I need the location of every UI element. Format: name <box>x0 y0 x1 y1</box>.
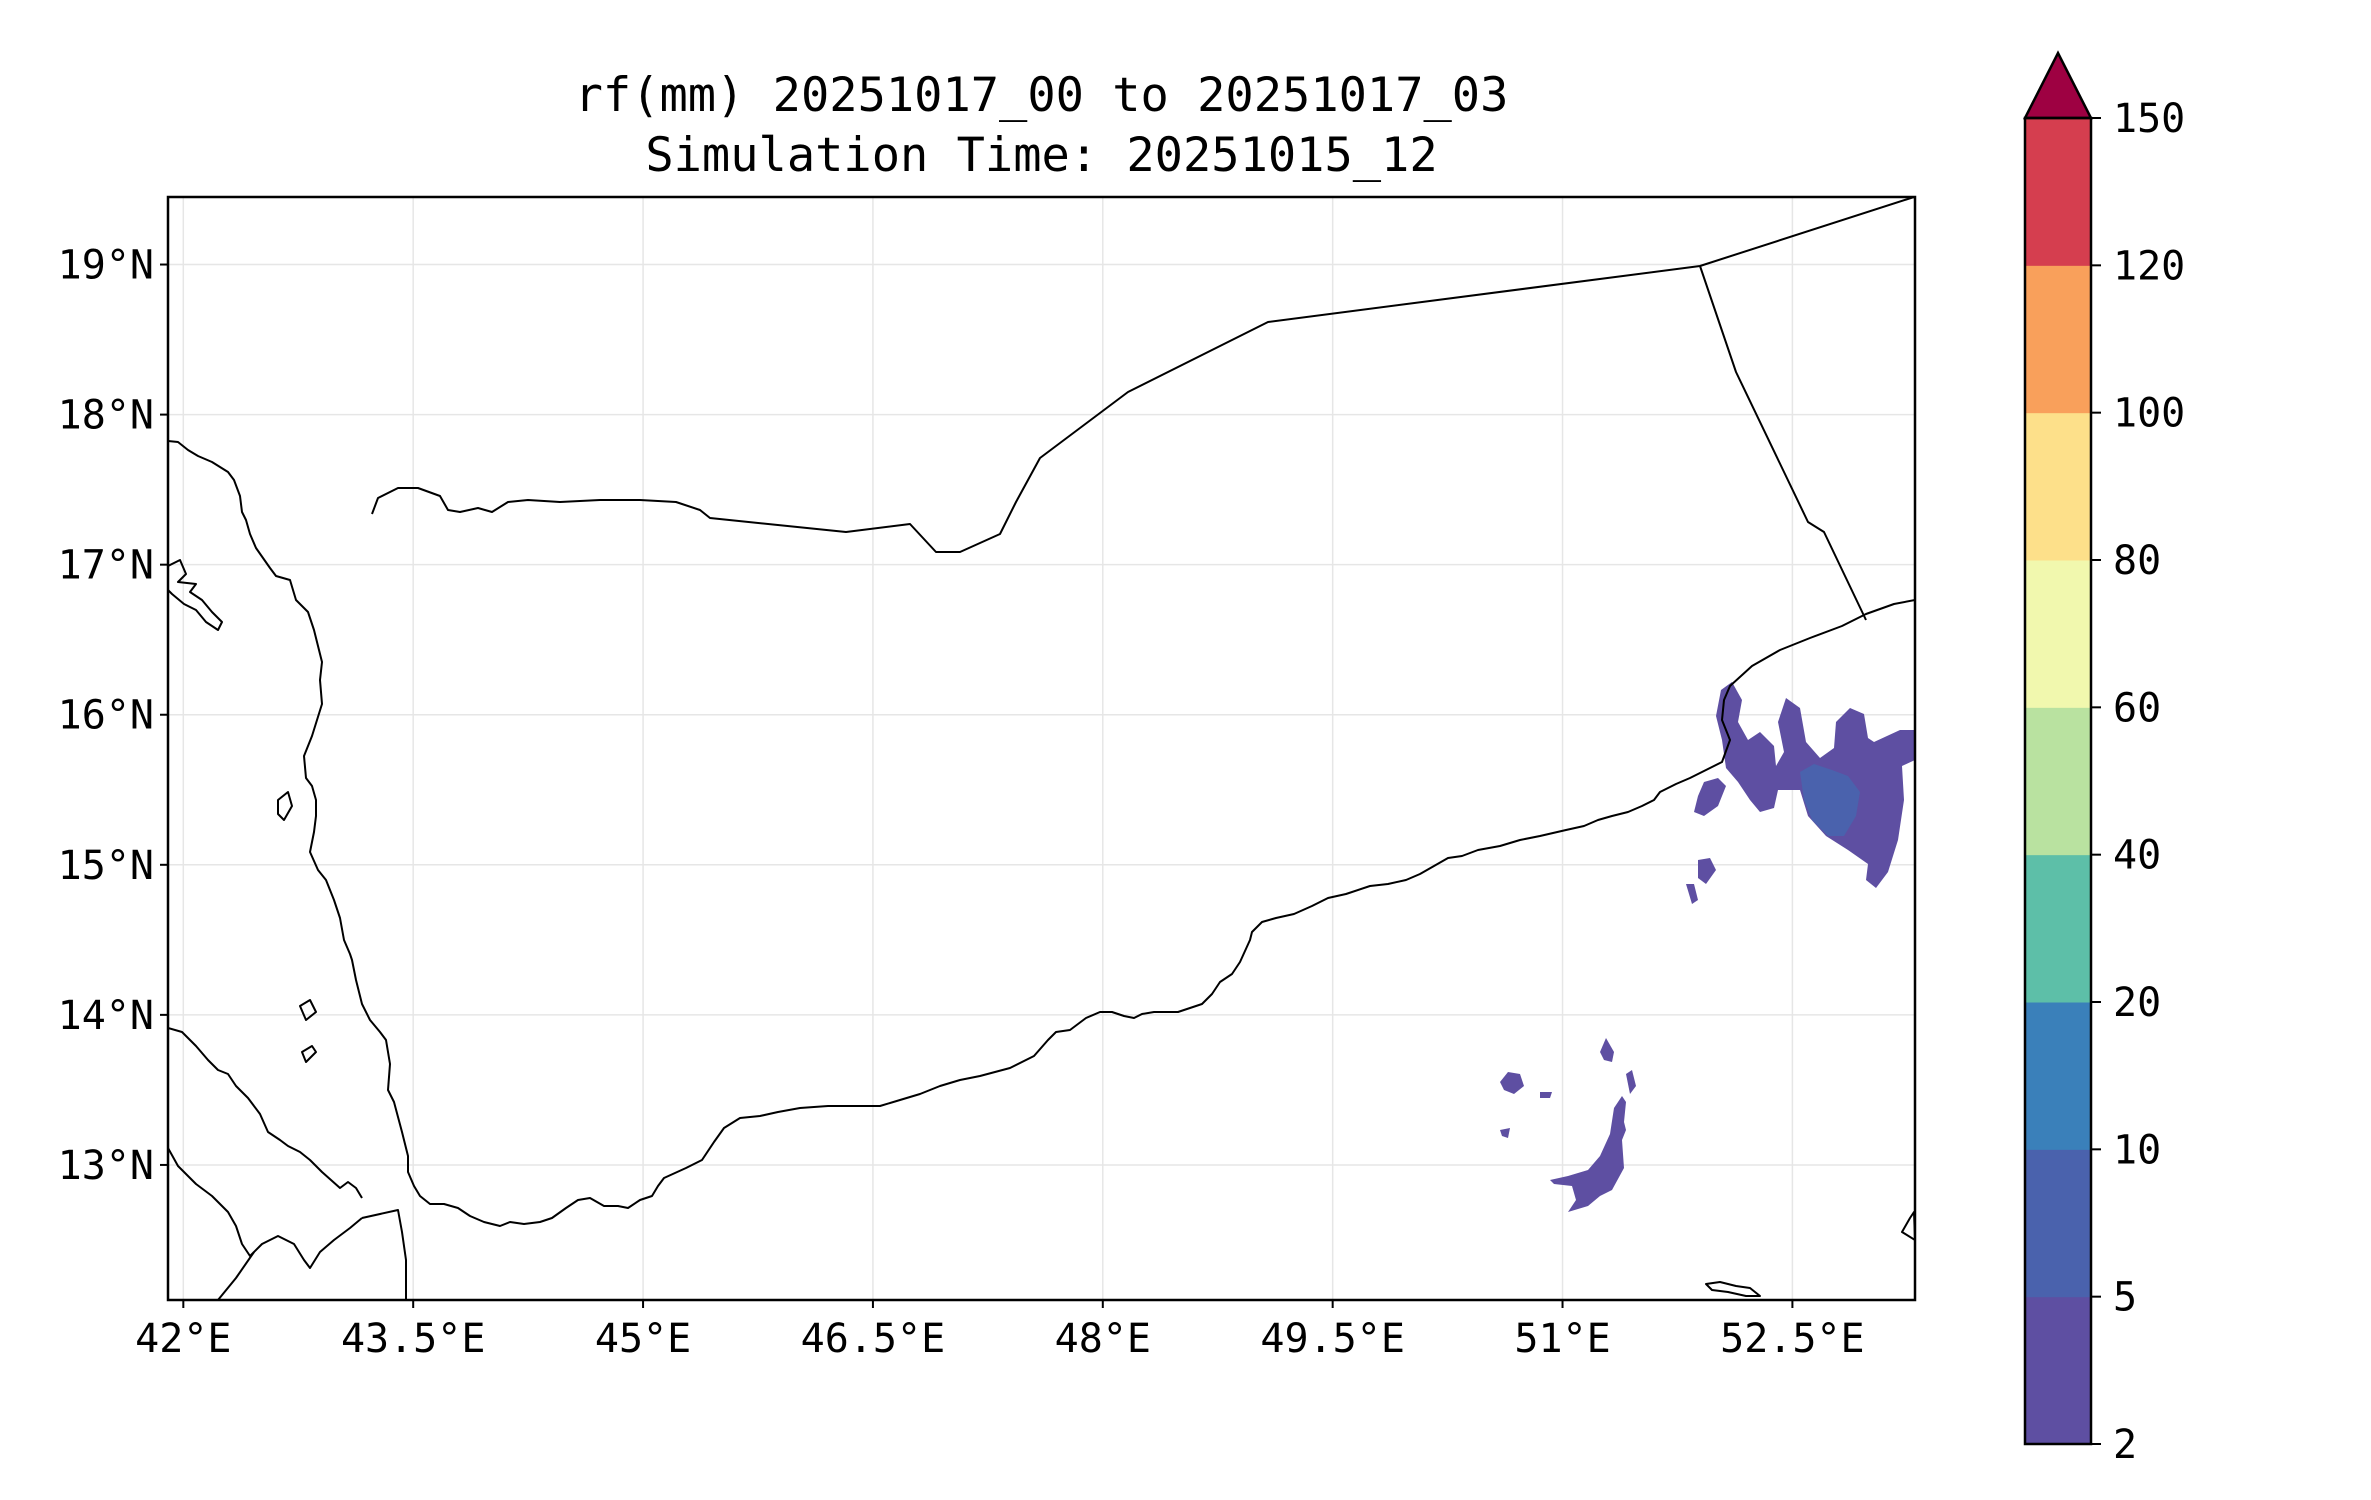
colorbar-segment <box>2025 412 2091 561</box>
rain-area-sea-north <box>1600 1038 1614 1062</box>
x-tick-label: 48°E <box>1055 1316 1151 1362</box>
red-sea-island <box>168 559 223 631</box>
red-sea-island <box>299 999 317 1021</box>
rain-area-sea-west <box>1500 1072 1524 1094</box>
y-tick-label: 18°N <box>58 393 154 439</box>
colorbar: 2 5 10 20 40 60 80 100 120 150 <box>2022 50 2185 1468</box>
yemen-coast <box>168 440 1915 1227</box>
colorbar-frame <box>2023 116 2093 1446</box>
colorbar-label: 120 <box>2113 243 2185 289</box>
map-frame <box>166 195 1917 1302</box>
djibouti-coast <box>168 1147 363 1269</box>
map-title: rf(mm) 20251017_00 to 20251017_03 <box>574 68 1509 123</box>
x-tick-label: 42°E <box>135 1316 231 1362</box>
colorbar-label: 40 <box>2113 833 2161 879</box>
y-tick-label: 13°N <box>58 1143 154 1189</box>
colorbar-segment <box>2025 1296 2091 1445</box>
x-tick-label: 49.5°E <box>1260 1316 1405 1362</box>
colorbar-extend-arrow <box>2022 50 2094 120</box>
colorbar-label: 2 <box>2113 1422 2137 1468</box>
yemen-oman-border <box>1699 265 1867 621</box>
rain-area-sea-south <box>1550 1096 1626 1212</box>
colorbar-label: 60 <box>2113 685 2161 731</box>
eritrea-ethiopia-border <box>217 1251 255 1300</box>
x-tick-label: 43.5°E <box>341 1316 486 1362</box>
colorbar-segment <box>2025 1149 2091 1298</box>
rain-area-small-patch <box>1686 884 1698 904</box>
x-axis-ticks: 42°E 43.5°E 45°E 46.5°E 48°E 49.5°E 51°E 52.5°E <box>135 1300 1865 1362</box>
rain-area-coastal-patch <box>1694 778 1726 816</box>
colorbar-label: 10 <box>2113 1127 2161 1173</box>
colorbar-label: 100 <box>2113 391 2185 437</box>
y-tick-label: 19°N <box>58 243 154 289</box>
colorbar-segment <box>2025 560 2091 708</box>
colorbar-label: 20 <box>2113 980 2161 1026</box>
saudi-yemen-border <box>371 197 1915 553</box>
y-tick-label: 15°N <box>58 843 154 889</box>
socotra-coast <box>1901 1211 1915 1241</box>
rainfall-5-10mm <box>1800 764 1860 836</box>
colorbar-label: 150 <box>2113 96 2185 142</box>
x-tick-label: 52.5°E <box>1720 1316 1865 1362</box>
colorbar-segment <box>2025 118 2091 266</box>
colorbar-segment <box>2025 854 2091 1003</box>
rain-area-sea-patch <box>1626 1070 1636 1094</box>
colorbar-label: 5 <box>2113 1275 2137 1321</box>
coastlines-and-borders <box>168 197 1915 1300</box>
x-tick-label: 45°E <box>595 1316 691 1362</box>
red-sea-island <box>301 1045 317 1063</box>
y-tick-label: 14°N <box>58 993 154 1039</box>
x-tick-label: 51°E <box>1514 1316 1610 1362</box>
colorbar-segment <box>2025 707 2091 856</box>
colorbar-segment <box>2025 265 2091 414</box>
rainfall-layer <box>1500 682 1915 1212</box>
y-tick-label: 17°N <box>58 543 154 589</box>
colorbar-segment <box>2025 1002 2091 1150</box>
socotra-islets <box>1705 1281 1761 1297</box>
rain-area-small-patch <box>1698 858 1716 884</box>
colorbar-label: 80 <box>2113 538 2161 584</box>
horn-border <box>361 1209 407 1300</box>
rain-area-core <box>1800 764 1860 836</box>
y-axis-ticks: 19°N 18°N 17°N 16°N 15°N 14°N 13°N <box>58 243 168 1189</box>
rain-area-sea-patch <box>1540 1092 1552 1098</box>
rain-area-sea-patch <box>1500 1128 1510 1138</box>
map-subtitle: Simulation Time: 20251015_12 <box>645 128 1438 183</box>
red-sea-island <box>277 791 293 821</box>
eritrea-coast <box>168 1027 363 1199</box>
y-tick-label: 16°N <box>58 693 154 739</box>
gridlines <box>168 197 1915 1300</box>
x-tick-label: 46.5°E <box>801 1316 946 1362</box>
